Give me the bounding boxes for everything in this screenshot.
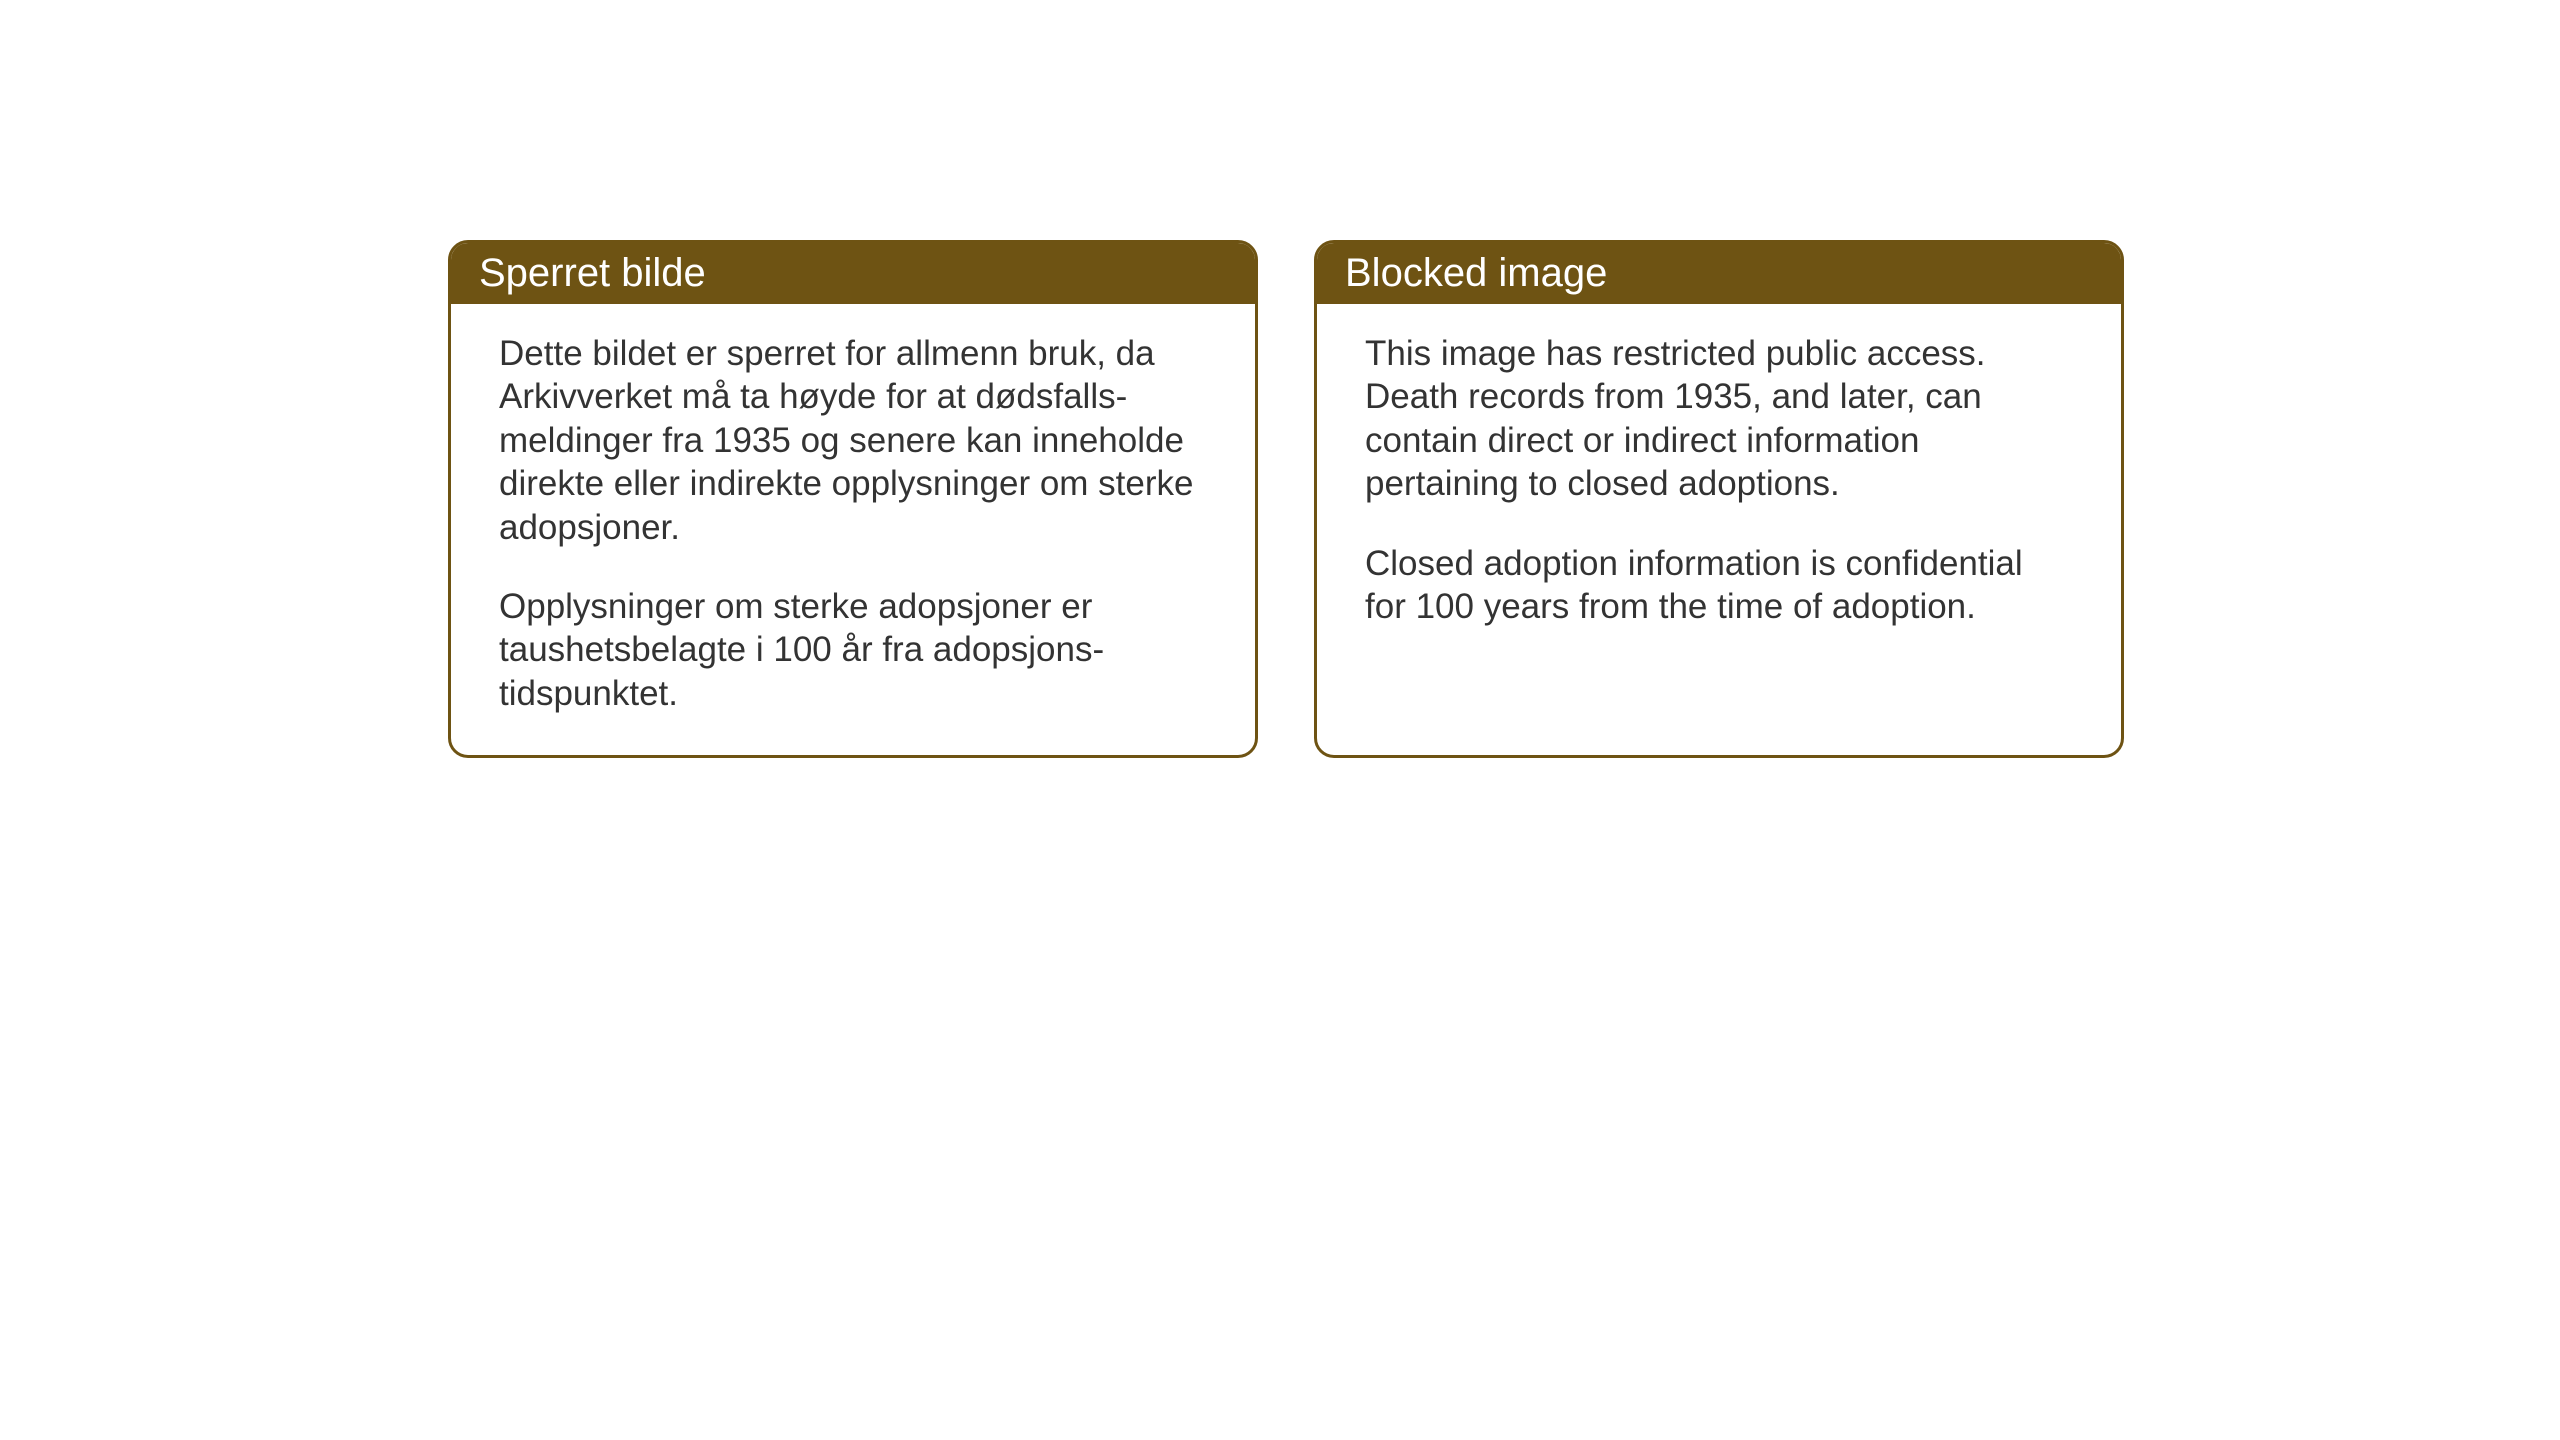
- card-paragraph-2-english: Closed adoption information is confident…: [1365, 542, 2073, 629]
- card-body-english: This image has restricted public access.…: [1317, 304, 2121, 668]
- card-title-english: Blocked image: [1345, 251, 1607, 295]
- card-header-norwegian: Sperret bilde: [451, 243, 1255, 304]
- notice-card-english: Blocked image This image has restricted …: [1314, 240, 2124, 758]
- card-paragraph-2-norwegian: Opplysninger om sterke adopsjoner er tau…: [499, 585, 1207, 715]
- card-paragraph-1-english: This image has restricted public access.…: [1365, 332, 2073, 506]
- notice-card-norwegian: Sperret bilde Dette bildet er sperret fo…: [448, 240, 1258, 758]
- card-header-english: Blocked image: [1317, 243, 2121, 304]
- card-paragraph-1-norwegian: Dette bildet er sperret for allmenn bruk…: [499, 332, 1207, 549]
- card-body-norwegian: Dette bildet er sperret for allmenn bruk…: [451, 304, 1255, 755]
- card-title-norwegian: Sperret bilde: [479, 251, 706, 295]
- notice-container: Sperret bilde Dette bildet er sperret fo…: [448, 240, 2124, 758]
